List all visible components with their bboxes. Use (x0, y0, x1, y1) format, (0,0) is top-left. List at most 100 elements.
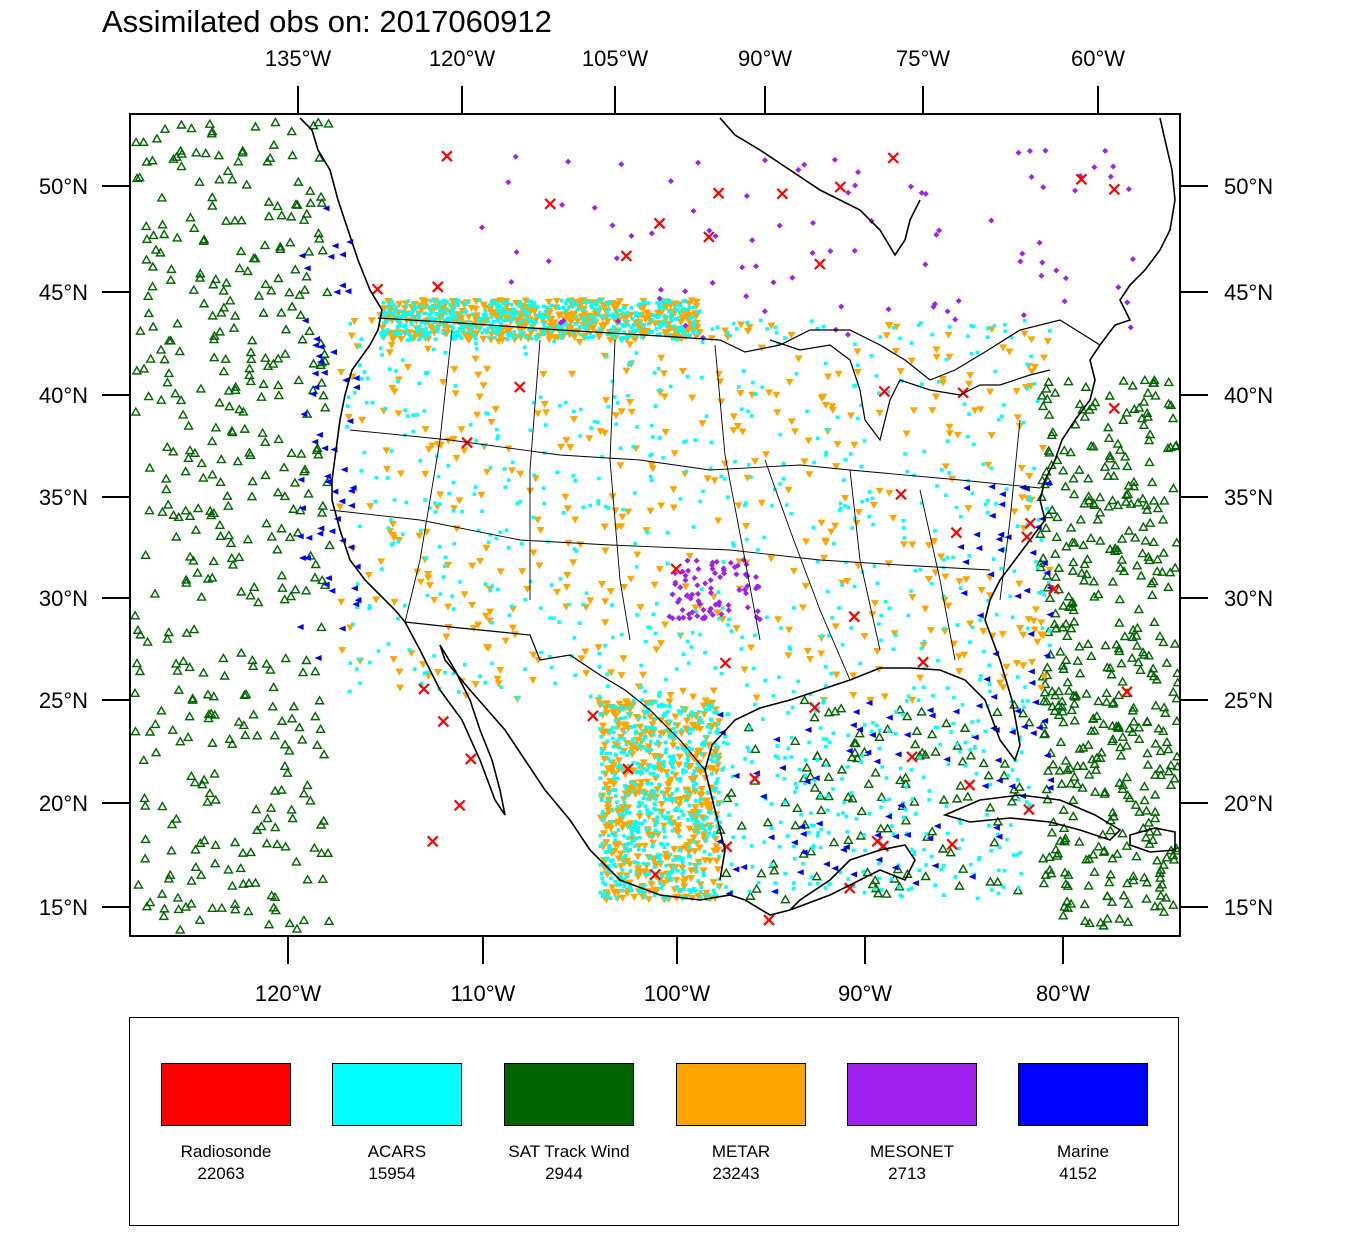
obs-marker-acars (622, 305, 627, 310)
obs-marker-metar (632, 713, 641, 721)
obs-marker-acars (609, 820, 614, 824)
obs-marker-sat-track-wind (1049, 387, 1061, 397)
obs-marker-sat-track-wind (959, 722, 971, 732)
obs-marker-acars (490, 620, 495, 625)
obs-marker-sat-track-wind (1155, 864, 1167, 874)
obs-marker-mesonet (734, 562, 741, 569)
obs-marker-sat-track-wind (1124, 792, 1136, 803)
obs-marker-sat-track-wind (144, 897, 156, 907)
obs-marker-sat-track-wind (1066, 705, 1077, 715)
obs-marker-acars (740, 635, 745, 640)
obs-marker-metar (669, 504, 678, 512)
obs-marker-sat-track-wind (192, 503, 204, 513)
obs-marker-acars (383, 406, 387, 411)
obs-marker-acars (681, 813, 686, 817)
obs-marker-metar (636, 783, 645, 791)
obs-marker-metar (485, 608, 494, 616)
obs-marker-mesonet (565, 158, 572, 165)
obs-marker-acars (625, 847, 629, 851)
obs-marker-sat-track-wind (1090, 764, 1102, 774)
obs-marker-acars (745, 320, 749, 325)
obs-marker-marine (327, 253, 335, 260)
obs-marker-acars (522, 310, 527, 315)
obs-marker-metar (518, 568, 527, 576)
obs-marker-sat-track-wind (275, 243, 286, 254)
obs-marker-acars (718, 820, 722, 825)
obs-marker-sat-track-wind (1127, 726, 1138, 737)
obs-marker-acars (1036, 518, 1041, 522)
us-mexico-border (404, 621, 706, 771)
obs-marker-acars (581, 315, 585, 320)
obs-marker-metar (430, 596, 439, 604)
obs-marker-metar (471, 681, 480, 689)
obs-marker-acars (649, 478, 654, 483)
obs-marker-marine (321, 445, 329, 452)
obs-marker-acars (625, 753, 629, 758)
obs-marker-acars (570, 331, 575, 335)
obs-marker-metar (615, 757, 624, 765)
obs-marker-sat-track-wind (252, 730, 263, 740)
obs-marker-acars (809, 811, 813, 815)
obs-marker-acars (701, 741, 705, 745)
obs-marker-acars (705, 725, 710, 729)
obs-marker-acars (773, 487, 777, 492)
obs-marker-acars (523, 335, 528, 340)
obs-marker-sat-track-wind (999, 758, 1011, 768)
obs-marker-sat-track-wind (323, 915, 335, 926)
obs-marker-acars (670, 336, 675, 341)
obs-marker-acars (699, 885, 703, 890)
obs-marker-radiosonde (917, 656, 929, 668)
obs-marker-sat-track-wind (277, 582, 288, 592)
obs-marker-marine (997, 547, 1005, 554)
obs-marker-sat-track-wind (234, 404, 245, 414)
obs-marker-acars (574, 314, 579, 319)
obs-marker-acars (386, 642, 391, 646)
obs-marker-sat-track-wind (250, 121, 261, 131)
obs-marker-sat-track-wind (209, 768, 220, 778)
obs-marker-acars (735, 327, 739, 331)
obs-marker-metar (885, 322, 894, 330)
obs-marker-acars (590, 321, 595, 325)
obs-marker-acars (698, 895, 703, 899)
obs-marker-mesonet (479, 224, 486, 231)
obs-marker-metar (832, 463, 841, 471)
obs-marker-marine (716, 711, 724, 718)
obs-marker-acars (664, 677, 668, 682)
obs-marker-metar (899, 541, 908, 549)
obs-marker-sat-track-wind (272, 353, 284, 363)
obs-marker-acars (783, 800, 787, 805)
obs-marker-sat-track-wind (287, 150, 298, 160)
obs-marker-metar (713, 761, 722, 769)
obs-marker-acars (715, 758, 720, 763)
obs-marker-sat-track-wind (237, 145, 248, 155)
obs-marker-sat-track-wind (1091, 710, 1103, 721)
obs-marker-acars (774, 330, 779, 335)
obs-marker-acars (545, 305, 549, 310)
obs-marker-marine (845, 747, 853, 754)
obs-marker-sat-track-wind (247, 476, 258, 486)
obs-marker-acars (831, 787, 835, 791)
obs-marker-metar (646, 507, 655, 515)
obs-marker-acars (411, 302, 415, 307)
obs-marker-sat-track-wind (1163, 766, 1175, 776)
obs-marker-sat-track-wind (159, 123, 171, 133)
obs-marker-metar (403, 364, 412, 372)
obs-marker-acars (1011, 853, 1016, 857)
obs-marker-metar (625, 341, 634, 349)
obs-marker-sat-track-wind (184, 711, 195, 721)
obs-marker-sat-track-wind (1054, 765, 1065, 775)
obs-marker-metar (425, 582, 434, 590)
obs-marker-acars (861, 869, 866, 874)
obs-marker-sat-track-wind (1111, 639, 1122, 649)
obs-marker-metar (1013, 414, 1022, 422)
obs-marker-sat-track-wind (276, 784, 287, 794)
obs-marker-acars (380, 567, 384, 571)
obs-marker-marine (759, 793, 767, 800)
obs-marker-sat-track-wind (197, 779, 208, 789)
obs-marker-acars (986, 326, 990, 331)
obs-marker-acars (823, 684, 828, 688)
obs-marker-acars (821, 700, 825, 705)
obs-marker-sat-track-wind (175, 145, 186, 155)
obs-marker-metar (461, 692, 470, 700)
obs-marker-acars (598, 776, 603, 781)
